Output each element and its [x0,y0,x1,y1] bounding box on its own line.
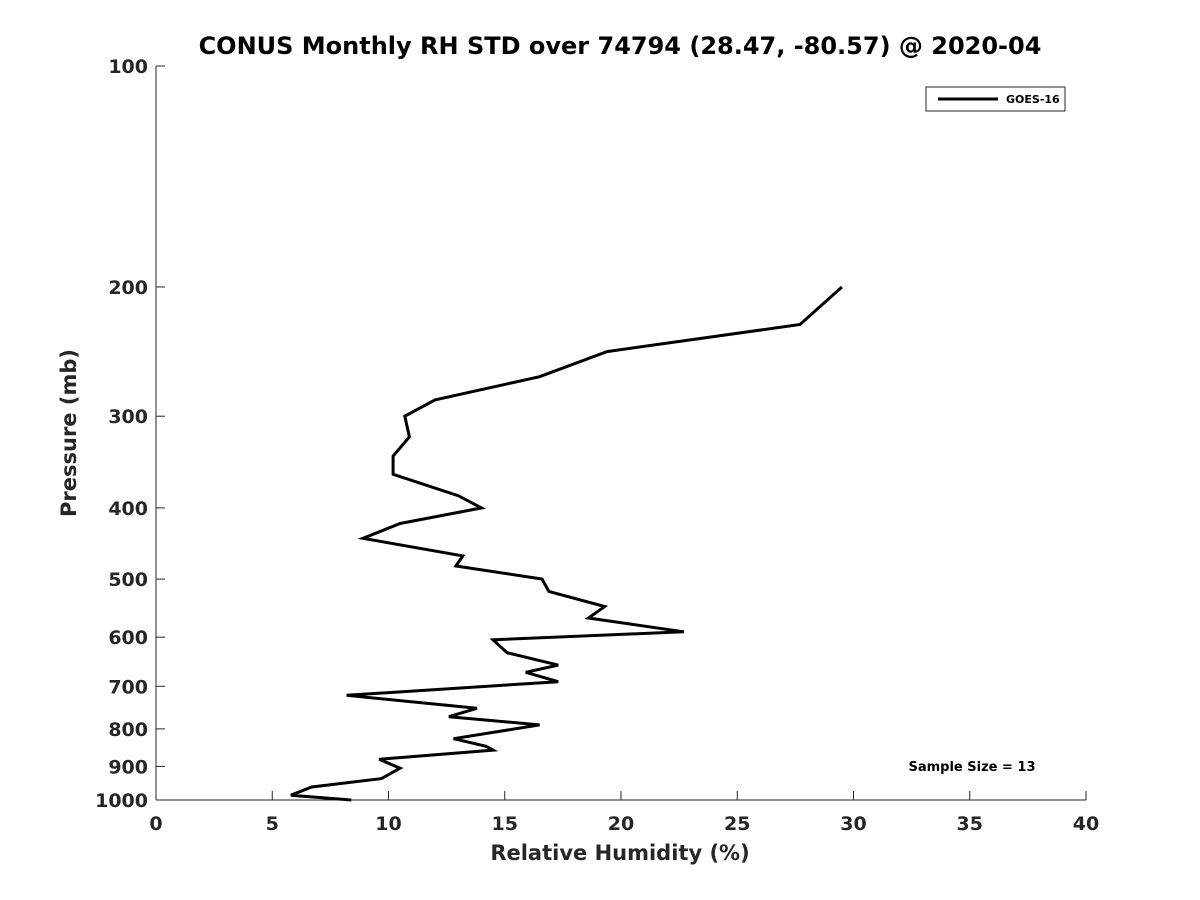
y-axis-label: Pressure (mb) [57,349,81,517]
legend: GOES-16 [925,86,1066,112]
axes: 0 5 10 15 20 25 30 35 40 100 200 300 400 500 600 700 800… [95,56,1099,835]
y-tick-label: 400 [108,498,148,520]
x-axis-label: Relative Humidity (%) [490,841,749,865]
x-tick-label: 0 [149,813,162,835]
y-tick-label: 700 [108,676,148,698]
legend-label: GOES-16 [1006,93,1060,106]
x-tick-label: 40 [1073,813,1099,835]
y-tick-label: 600 [108,627,148,649]
x-tick-label: 10 [375,813,401,835]
sample-size-annotation: Sample Size = 13 [908,760,1035,775]
y-tick-label: 800 [108,719,148,741]
y-tick-label: 1000 [95,790,148,812]
x-tick-label: 35 [957,813,983,835]
series-line-goes-16 [290,285,843,802]
x-tick-label: 5 [266,813,279,835]
x-tick-label: 30 [840,813,866,835]
x-tick-label: 25 [724,813,750,835]
y-tick-label: 100 [108,56,148,78]
y-tick-label: 500 [108,569,148,591]
x-tick-label: 20 [608,813,634,835]
x-tick-label: 15 [492,813,518,835]
series-layer [290,285,843,802]
y-tick-label: 900 [108,756,148,778]
chart-title: CONUS Monthly RH STD over 74794 (28.47, … [199,32,1042,60]
y-tick-label: 200 [108,277,148,299]
y-tick-label: 300 [108,406,148,428]
